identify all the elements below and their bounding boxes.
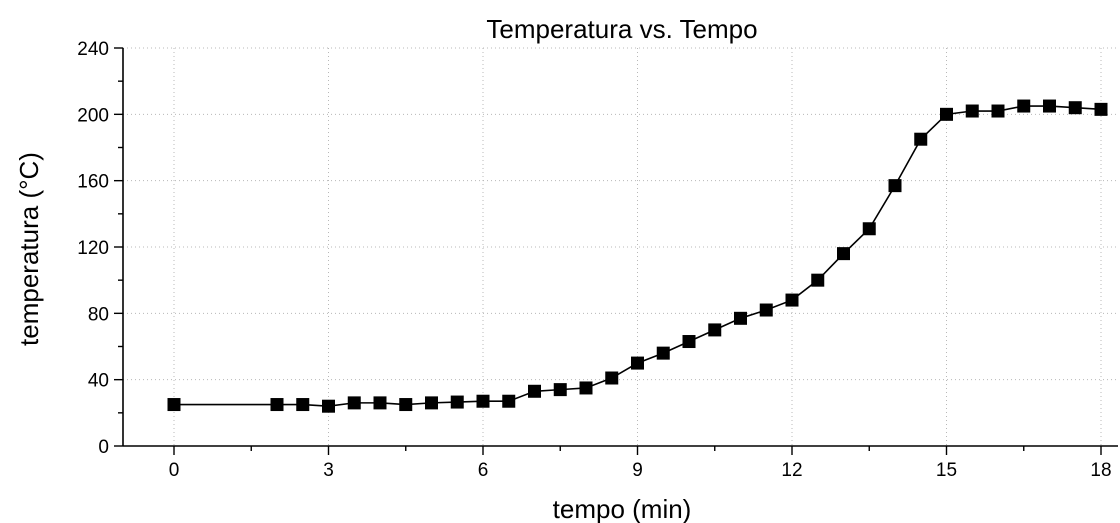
axis-ticks: 0 3 6 9 12 15 18 0 40 80 120 160 200 240 xyxy=(77,39,1111,481)
data-point-marker xyxy=(322,399,335,413)
data-point-marker xyxy=(1068,101,1082,115)
data-point-marker xyxy=(270,398,284,412)
data-point-marker xyxy=(1094,102,1108,116)
x-axis-label: tempo (min) xyxy=(553,494,692,523)
data-point-marker xyxy=(734,311,747,325)
series-polyline xyxy=(174,105,1102,408)
data-point-marker xyxy=(940,107,953,121)
y-tick-label: 0 xyxy=(98,437,109,458)
data-point-marker xyxy=(914,132,928,146)
data-point-marker xyxy=(991,104,1005,118)
data-point-marker xyxy=(296,398,310,412)
data-point-marker xyxy=(476,394,490,408)
x-tick-label: 3 xyxy=(323,460,334,481)
y-tick-label: 80 xyxy=(88,304,109,325)
data-point-marker xyxy=(862,222,876,236)
x-tick-label: 12 xyxy=(781,460,802,481)
data-point-marker xyxy=(785,293,799,307)
x-tick-label: 0 xyxy=(169,460,180,481)
x-tick-label: 15 xyxy=(936,460,957,481)
data-point-marker xyxy=(656,346,670,360)
data-point-marker xyxy=(965,104,979,118)
y-tick-label: 200 xyxy=(77,105,109,126)
data-markers xyxy=(167,99,1108,413)
data-point-marker xyxy=(553,383,567,397)
data-point-marker xyxy=(837,247,850,261)
data-point-marker xyxy=(425,396,438,410)
data-point-marker xyxy=(708,323,722,337)
data-point-marker xyxy=(347,396,361,410)
data-point-marker xyxy=(759,303,773,317)
series-line xyxy=(174,105,1102,408)
y-tick-label: 40 xyxy=(88,371,109,392)
chart-title: Temperatura vs. Tempo xyxy=(486,14,757,44)
data-point-marker xyxy=(373,396,387,410)
data-point-marker xyxy=(579,381,593,395)
data-point-marker xyxy=(605,371,619,385)
data-point-marker xyxy=(888,179,902,193)
data-point-marker xyxy=(1017,99,1031,113)
data-point-marker xyxy=(167,398,181,412)
data-point-marker xyxy=(682,335,696,349)
data-point-marker xyxy=(1043,99,1056,113)
x-tick-label: 9 xyxy=(632,460,643,481)
y-tick-label: 160 xyxy=(77,172,109,193)
data-point-marker xyxy=(631,356,644,370)
data-point-marker xyxy=(450,395,464,409)
y-tick-label: 120 xyxy=(77,238,109,259)
data-point-marker xyxy=(811,273,825,287)
x-tick-label: 18 xyxy=(1090,460,1111,481)
data-point-marker xyxy=(399,398,413,412)
y-tick-label: 240 xyxy=(77,39,109,60)
data-point-marker xyxy=(502,394,516,408)
y-axis-label: temperatura (°C) xyxy=(14,152,44,346)
x-tick-label: 6 xyxy=(478,460,489,481)
data-point-marker xyxy=(528,384,541,398)
